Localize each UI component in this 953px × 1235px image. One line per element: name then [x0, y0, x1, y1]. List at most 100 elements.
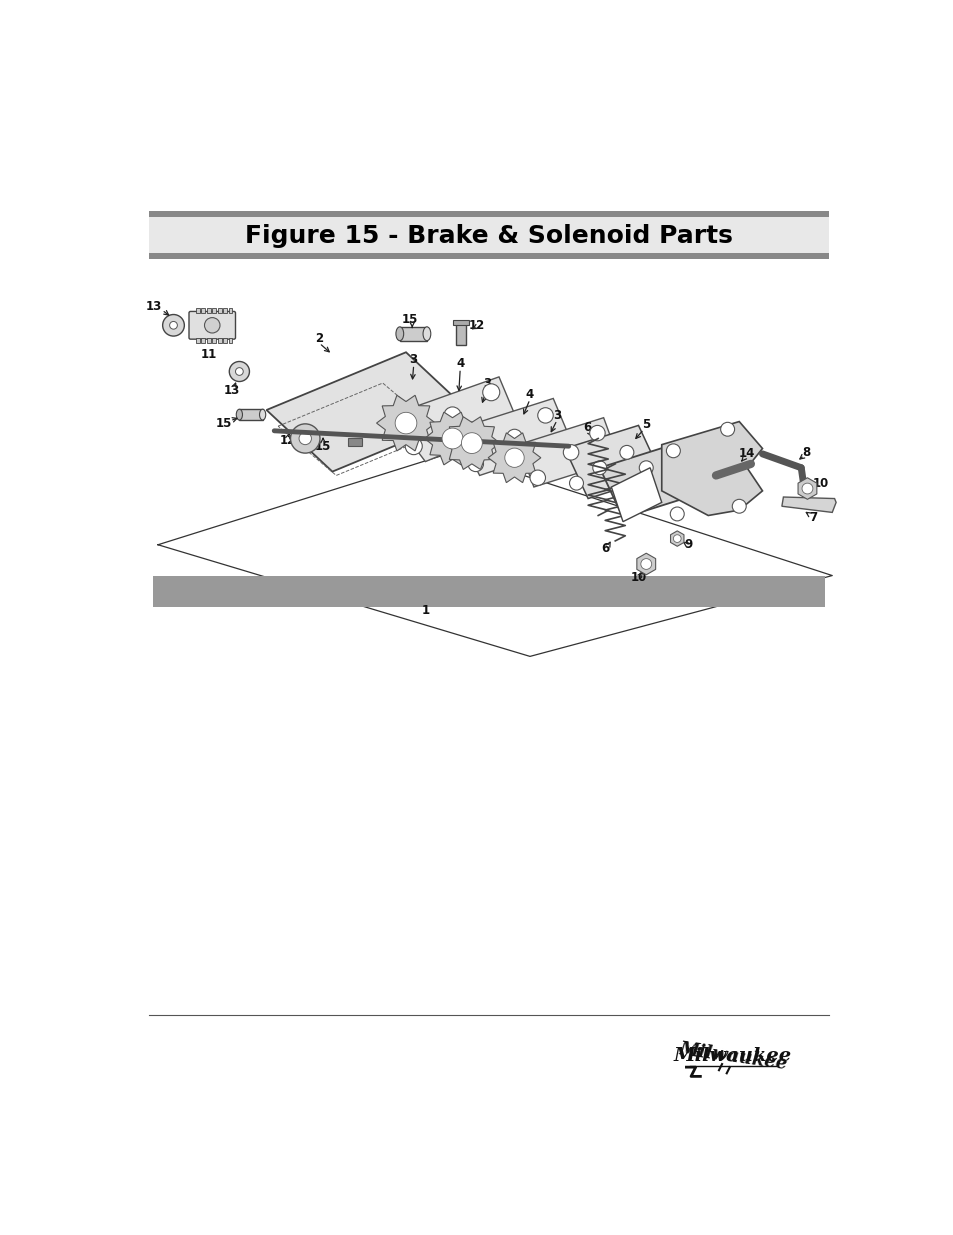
Circle shape — [468, 456, 483, 472]
Bar — [456, 324, 465, 345]
Circle shape — [170, 321, 177, 330]
Bar — [316, 426, 338, 436]
Circle shape — [461, 432, 482, 453]
Circle shape — [506, 430, 521, 445]
Polygon shape — [424, 412, 480, 464]
Text: 6: 6 — [582, 421, 591, 435]
Text: Figure 15 - Brake & Solenoid Parts: Figure 15 - Brake & Solenoid Parts — [245, 224, 732, 248]
Circle shape — [443, 406, 460, 424]
Circle shape — [801, 483, 812, 494]
Circle shape — [291, 424, 319, 453]
FancyBboxPatch shape — [189, 311, 235, 340]
Circle shape — [530, 471, 545, 485]
Bar — [399, 327, 427, 341]
Text: 2: 2 — [314, 332, 323, 345]
Circle shape — [204, 317, 220, 333]
Text: Milwaukee: Milwaukee — [673, 1047, 791, 1066]
Polygon shape — [266, 352, 472, 472]
Bar — [217, 337, 221, 343]
Bar — [207, 308, 211, 312]
Text: 15: 15 — [401, 314, 417, 326]
Text: 8: 8 — [801, 446, 810, 459]
Bar — [212, 337, 216, 343]
Ellipse shape — [422, 327, 431, 341]
Circle shape — [405, 437, 422, 454]
Circle shape — [482, 384, 499, 401]
Polygon shape — [517, 417, 618, 487]
Circle shape — [298, 432, 311, 445]
Circle shape — [562, 445, 578, 461]
Bar — [239, 409, 262, 420]
Bar — [195, 308, 199, 312]
Text: Milwaukee: Milwaukee — [677, 1040, 787, 1073]
Bar — [453, 320, 468, 325]
Circle shape — [666, 443, 679, 458]
Text: 13: 13 — [146, 300, 162, 312]
Circle shape — [504, 448, 523, 467]
Ellipse shape — [395, 327, 403, 341]
Bar — [288, 406, 298, 430]
Circle shape — [395, 412, 416, 433]
Bar — [149, 253, 828, 258]
Bar — [212, 308, 216, 312]
Text: 13: 13 — [223, 384, 239, 398]
Circle shape — [619, 446, 633, 459]
Text: 7: 7 — [808, 511, 816, 525]
Bar — [152, 576, 824, 606]
Circle shape — [673, 535, 680, 542]
Polygon shape — [781, 496, 835, 513]
Polygon shape — [390, 377, 517, 462]
Bar — [285, 404, 302, 409]
Circle shape — [229, 362, 249, 382]
Bar — [223, 337, 227, 343]
Polygon shape — [661, 421, 761, 515]
Polygon shape — [611, 468, 661, 521]
Text: 11: 11 — [200, 348, 216, 361]
Bar — [207, 337, 211, 343]
Circle shape — [670, 508, 683, 521]
Text: 6: 6 — [600, 542, 609, 555]
Circle shape — [441, 429, 462, 448]
Text: 10: 10 — [812, 477, 828, 489]
Text: 10: 10 — [630, 571, 646, 584]
Polygon shape — [564, 425, 661, 499]
Ellipse shape — [259, 409, 266, 420]
Text: 9: 9 — [683, 538, 692, 551]
Bar — [223, 308, 227, 312]
Text: Parts List for Brake & Solenoid Parts: Parts List for Brake & Solenoid Parts — [152, 580, 409, 594]
Bar — [229, 337, 233, 343]
Text: 5: 5 — [641, 419, 650, 431]
Circle shape — [720, 422, 734, 436]
Polygon shape — [670, 531, 683, 546]
Circle shape — [537, 408, 553, 424]
Polygon shape — [599, 441, 707, 517]
Bar — [201, 308, 205, 312]
Bar — [348, 438, 361, 446]
Circle shape — [639, 461, 653, 474]
Circle shape — [589, 425, 604, 441]
Bar — [217, 308, 221, 312]
Bar — [149, 216, 828, 254]
Circle shape — [162, 315, 184, 336]
Text: 14: 14 — [738, 447, 755, 461]
Circle shape — [732, 499, 745, 514]
Text: 12: 12 — [280, 435, 296, 447]
Text: 4: 4 — [525, 388, 534, 401]
Text: 1: 1 — [421, 604, 429, 616]
Text: 15: 15 — [314, 440, 331, 453]
Text: 3: 3 — [409, 353, 417, 367]
Text: 15: 15 — [215, 417, 232, 430]
Polygon shape — [456, 399, 572, 475]
Circle shape — [235, 368, 243, 375]
Circle shape — [640, 558, 651, 569]
Bar — [149, 211, 828, 217]
Bar — [229, 308, 233, 312]
Circle shape — [569, 477, 583, 490]
Polygon shape — [443, 416, 499, 469]
Bar — [195, 337, 199, 343]
Text: 3: 3 — [483, 377, 491, 389]
Text: 3: 3 — [553, 409, 560, 422]
Circle shape — [592, 461, 606, 474]
Text: 4: 4 — [456, 357, 464, 370]
Polygon shape — [637, 553, 655, 574]
